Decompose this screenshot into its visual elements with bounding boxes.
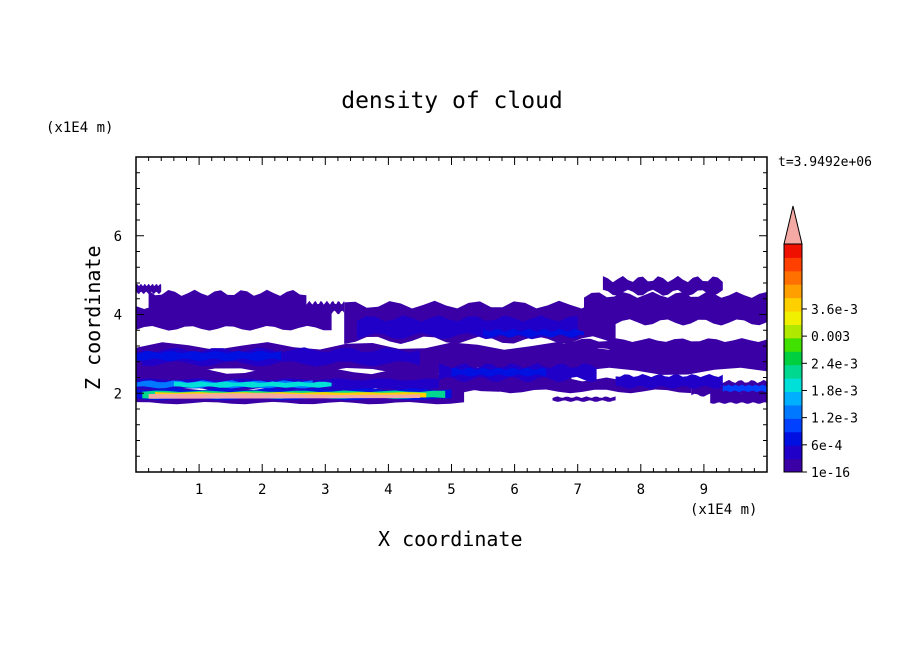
x-tick-label: 6 [510,482,518,498]
cloud-density-contours [136,275,767,405]
contour-band [451,367,547,377]
axis-ticks: 1 2 3 4 5 6 7 8 9 2 4 6 [114,157,767,498]
colorbar-tick-label: 1e-16 [811,466,850,481]
colorbar: 1e-16 6e-4 1.2e-3 1.8e-3 2.4e-3 0.003 3.6e-3 [783,205,858,481]
colorbar-swatch [784,297,802,312]
chart-title: density of cloud [341,88,563,114]
time-label: t=3.9492e+06 [778,155,872,170]
colorbar-swatch [784,391,802,406]
x-tick-label: 5 [447,482,455,498]
x-tick-label: 2 [258,482,266,498]
z-axis-unit: (x1E4 m) [46,120,114,136]
y-tick-label: 4 [114,308,122,324]
contour-band [602,275,723,296]
colorbar-tick-label: 6e-4 [811,439,842,454]
colorbar-swatch [784,311,802,325]
colorbar-tick-label: 1.2e-3 [811,412,858,427]
colorbar-swatch [784,431,802,446]
contour-band [136,350,282,361]
x-tick-label: 8 [637,482,645,498]
y-axis-label: Z coordinate [81,245,105,391]
colorbar-tick-label: 1.8e-3 [811,384,858,399]
x-axis-label: X coordinate [378,527,523,551]
y-tick-label: 6 [114,229,122,245]
x-axis-unit: (x1E4 m) [690,502,758,518]
contour-band [615,374,723,389]
colorbar-swatch [784,270,802,285]
colorbar-frame [783,243,803,473]
x-tick-label: 7 [573,482,581,498]
contour-band [136,283,162,294]
colorbar-tick-label: 2.4e-3 [811,357,858,372]
contour-overflow-core [148,393,420,399]
x-tick-label: 9 [700,482,708,498]
contour-band [584,291,767,326]
colorbar-overflow-triangle [783,205,803,245]
contour-band [483,328,584,338]
colorbar-tick-label: 3.6e-3 [811,303,858,318]
contour-band [552,396,616,402]
colorbar-swatch [784,418,802,433]
contour-band [710,392,767,404]
colorbar-swatch [784,364,802,379]
contour-band [136,304,332,331]
colorbar-tick-label: 0.003 [811,330,850,345]
colorbar-swatch [784,351,802,366]
y-tick-label: 2 [114,386,122,402]
colorbar-swatch [784,445,802,460]
x-tick-label: 1 [195,482,203,498]
colorbar-swatch [784,404,802,419]
colorbar-swatch [784,378,802,393]
colorbar-swatch [784,458,802,473]
colorbar-swatch [784,244,802,258]
contour-band [173,381,332,388]
colorbar-swatch [784,284,802,299]
colorbar-swatch [784,337,802,352]
colorbar-swatch [784,257,802,272]
colorbar-swatch [784,324,802,339]
x-tick-label: 3 [321,482,329,498]
x-tick-label: 4 [384,482,392,498]
contour-band [722,384,767,393]
